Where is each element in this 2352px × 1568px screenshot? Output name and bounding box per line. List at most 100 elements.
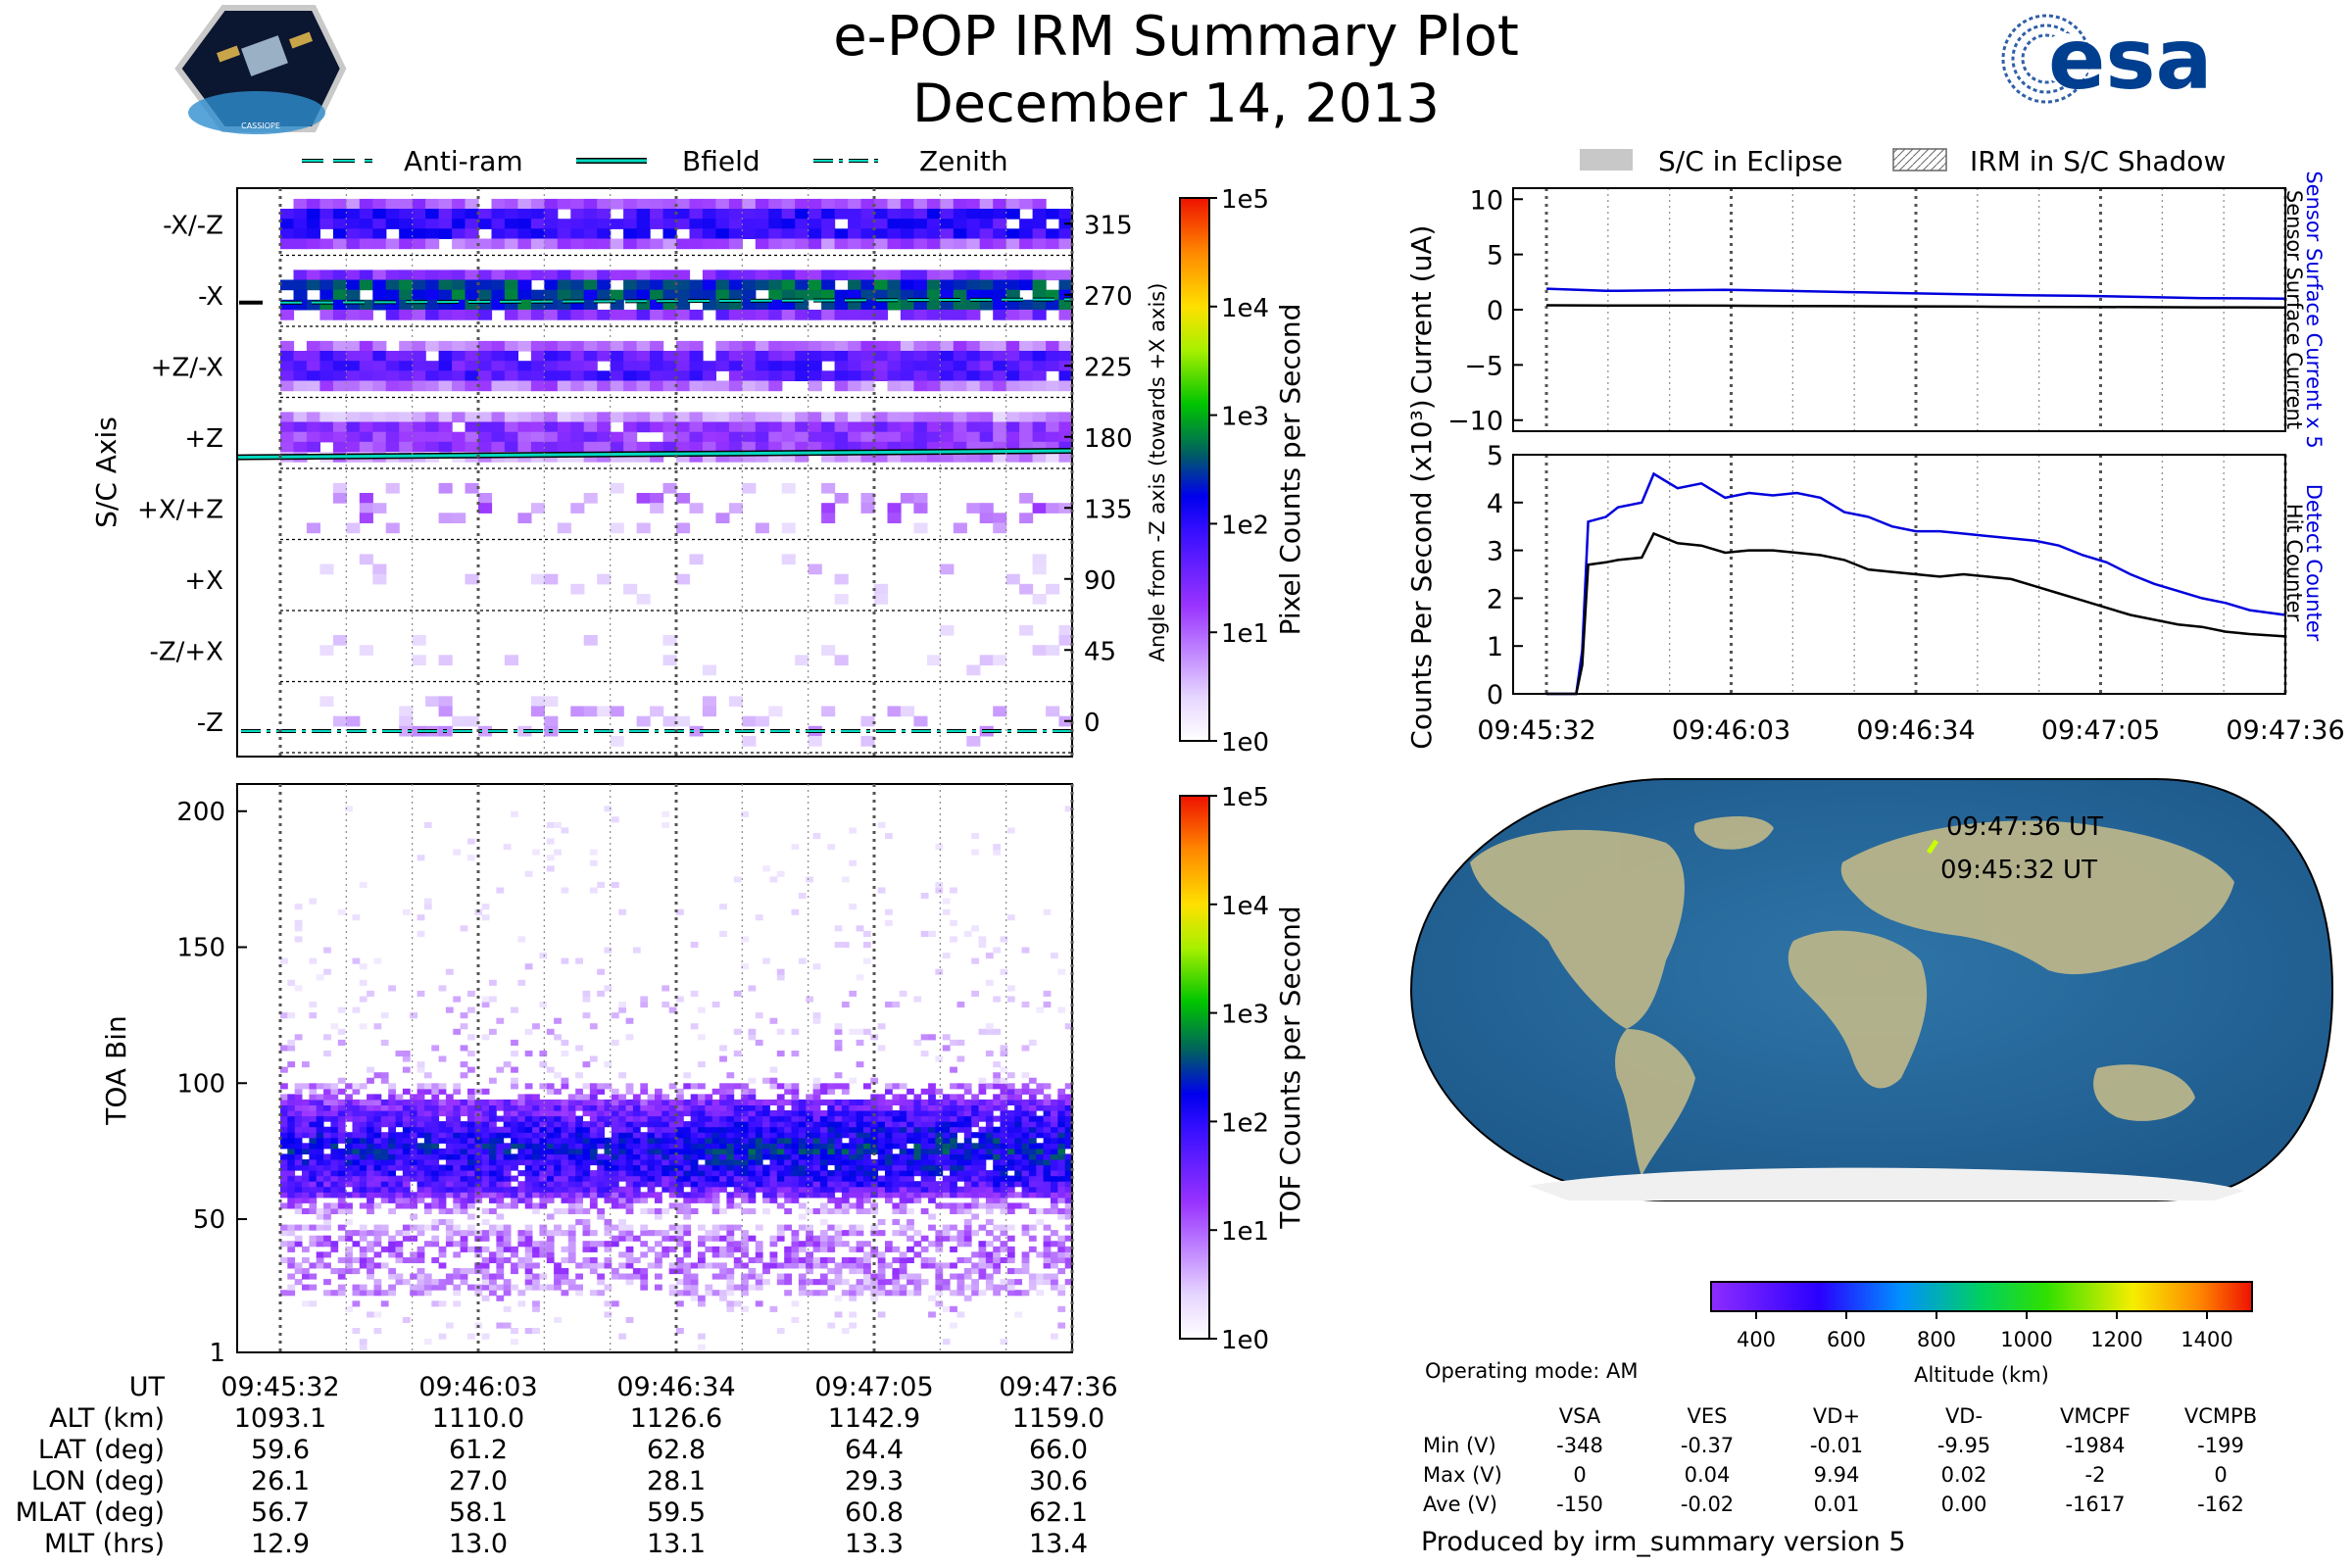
legend-eclipse: S/C in Eclipse IRM in S/C Shadow [1580,145,2226,177]
heatmap-cell [768,361,783,371]
heatmap-cell [465,431,479,443]
heatmap-cell [380,1290,389,1297]
heatmap-cell [618,1153,626,1160]
heatmap-cell [489,1153,497,1160]
heatmap-cell [906,1197,914,1203]
heatmap-cell [913,1197,922,1203]
heatmap-cell [953,370,967,381]
heatmap-cell [582,1170,591,1177]
heatmap-cell [950,1083,957,1090]
heatmap-cell [359,1115,368,1122]
heatmap-cell [460,1061,468,1068]
heatmap-cell [337,1088,346,1095]
heatmap-cell [1032,198,1047,210]
heatmap-cell [993,1148,1001,1154]
heatmap-cell [287,1284,296,1291]
heatmap-cell [856,1164,864,1171]
heatmap-cell [942,1115,951,1122]
heatmap-cell [1006,1279,1015,1286]
heatmap-cell [834,942,843,949]
heatmap-cell [293,299,308,311]
heatmap-cell [806,1143,813,1150]
heatmap-cell [776,1230,785,1237]
heatmap-cell [791,1148,800,1154]
heatmap-cell [504,441,518,453]
heatmap-cell [963,1284,972,1291]
heatmap-cell [503,1256,512,1263]
heatmap-cell [416,1148,425,1154]
heatmap-cell [769,1159,778,1166]
heatmap-cell [806,1099,813,1105]
heatmap-cell [478,421,493,433]
heatmap-cell [781,351,796,362]
heatmap-cell [856,1132,864,1139]
heatmap-cell [367,1186,374,1193]
heatmap-cell [985,1132,994,1139]
heatmap-cell [650,503,664,514]
heatmap-cell [1058,441,1073,453]
heatmap-cell [956,1256,965,1263]
heatmap-cell [819,1202,828,1209]
heatmap-cell [380,1300,389,1307]
heatmap-cell [781,279,796,291]
heatmap-cell [863,1115,871,1122]
heatmap-cell [768,279,783,291]
heatmap-cell [582,990,591,997]
heatmap-cell [971,1104,979,1111]
heatmap-cell [877,1104,886,1111]
heatmap-cell [849,1181,858,1188]
heatmap-cell [892,1202,901,1209]
heatmap-cell [791,1192,800,1199]
heatmap-cell [445,1186,454,1193]
heatmap-cell [1043,1099,1052,1105]
heatmap-cell [402,1066,411,1073]
heatmap-cell [359,219,373,229]
heatmap-cell [280,1115,288,1122]
heatmap-cell [539,1099,548,1105]
heatmap-cell [719,1175,727,1182]
heatmap-cell [511,1132,518,1139]
heatmap-cell [1028,1148,1037,1154]
heatmap-cell [319,564,334,575]
heatmap-cell [597,1104,605,1111]
heatmap-cell [1000,1153,1008,1160]
heatmap-cell [604,1153,612,1160]
heatmap-cell [530,412,545,423]
heatmap-cell [402,1230,411,1237]
heatmap-cell [849,1262,858,1269]
heatmap-cell [856,1230,864,1237]
heatmap-cell [467,1143,475,1150]
heatmap-cell [395,1115,404,1122]
heatmap-cell [935,844,944,851]
heatmap-cell [359,979,368,986]
heatmap-cell [453,1175,462,1182]
heatmap-cell [640,1170,649,1177]
heatmap-cell [395,1132,404,1139]
heatmap-cell [280,351,295,362]
heatmap-cell [373,1251,382,1258]
heatmap-cell [604,1110,612,1117]
heatmap-cell [582,1219,591,1226]
heatmap-cell [887,219,902,229]
heatmap-cell [668,1006,677,1013]
heatmap-cell [913,493,928,504]
heatmap-cell [380,1262,389,1269]
heatmap-cell [892,1094,901,1101]
heatmap-cell [953,340,967,352]
heatmap-cell [993,1235,1001,1242]
heatmap-cell [791,1262,800,1269]
heatmap-cell [971,1170,979,1177]
heatmap-cell [452,219,466,229]
heatmap-cell [373,1132,382,1139]
heatmap-cell [812,1077,821,1084]
heatmap-cell [460,1186,468,1193]
heatmap-cell [395,1175,404,1182]
heatmap-cell [874,310,889,320]
heatmap-cell [561,1192,569,1199]
heatmap-cell [856,1170,864,1177]
heatmap-cell [1000,1126,1008,1133]
heatmap-cell [733,1132,742,1139]
heatmap-cell [662,209,677,220]
heatmap-cell [503,1224,512,1231]
heatmap-cell [445,1175,454,1182]
